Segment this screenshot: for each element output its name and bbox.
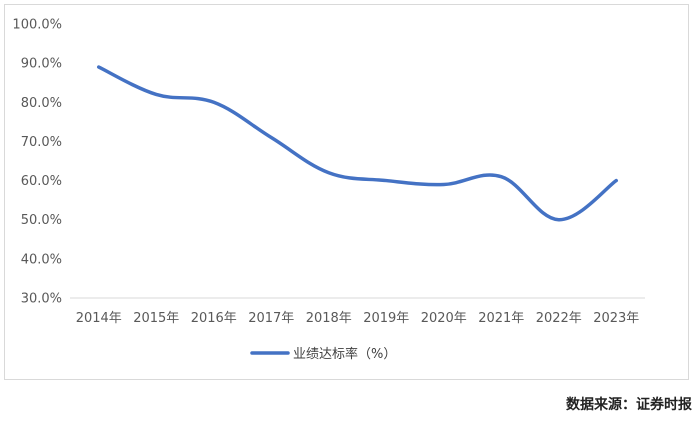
- x-axis-ticks: 2014年 2015年 2016年 2017年 2018年 2019年 2020年 2021年…: [76, 311, 640, 326]
- x-tick-label: 2016年: [191, 311, 237, 326]
- data-point: [384, 179, 388, 183]
- x-tick-label: 2022年: [536, 311, 582, 326]
- legend: 业绩达标率（%）: [250, 346, 396, 362]
- y-tick-label: 80.0%: [21, 96, 62, 111]
- data-point: [212, 100, 216, 104]
- x-tick-label: 2020年: [421, 311, 467, 326]
- series-line: [97, 65, 618, 222]
- data-point: [614, 179, 618, 183]
- data-point: [557, 218, 561, 222]
- data-point: [499, 175, 503, 179]
- x-tick-label: 2017年: [248, 311, 294, 326]
- x-tick-label: 2018年: [306, 311, 352, 326]
- series-group: [97, 65, 618, 222]
- chart-frame: [4, 4, 689, 380]
- x-tick-label: 2023年: [593, 311, 639, 326]
- x-tick-label: 2015年: [133, 311, 179, 326]
- y-tick-label: 70.0%: [21, 135, 62, 150]
- y-tick-label: 100.0%: [12, 18, 62, 33]
- data-point: [269, 136, 273, 140]
- data-point: [442, 182, 446, 186]
- x-tick-label: 2019年: [363, 311, 409, 326]
- y-tick-label: 30.0%: [21, 292, 62, 307]
- x-tick-label: 2014年: [76, 311, 122, 326]
- data-point: [327, 171, 331, 175]
- data-point: [154, 92, 158, 96]
- y-tick-label: 60.0%: [21, 174, 62, 189]
- y-tick-label: 40.0%: [21, 252, 62, 267]
- data-point: [97, 65, 101, 69]
- y-tick-label: 90.0%: [21, 57, 62, 72]
- x-tick-label: 2021年: [478, 311, 524, 326]
- source-note: 数据来源：证券时报: [566, 397, 692, 413]
- y-tick-label: 50.0%: [21, 213, 62, 228]
- legend-label: 业绩达标率（%）: [293, 346, 396, 362]
- y-axis-ticks: 100.0% 90.0% 80.0% 70.0% 60.0% 50.0% 40.0% 30.0…: [12, 18, 62, 307]
